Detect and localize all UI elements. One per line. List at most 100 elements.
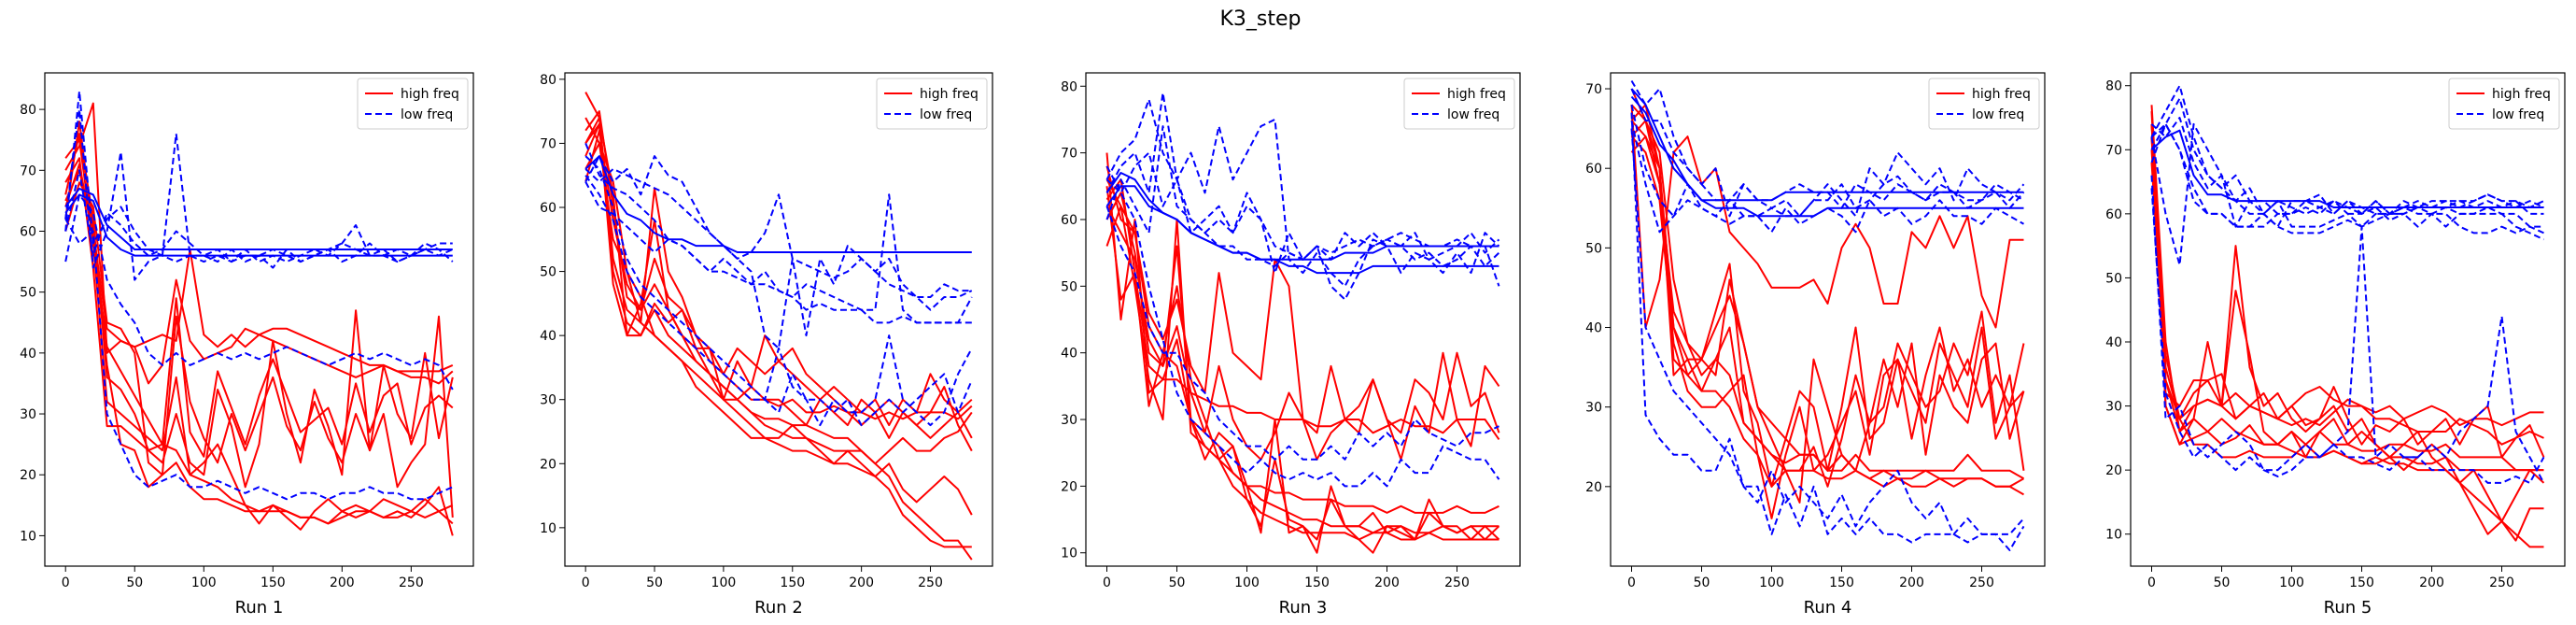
x-tick-label: 250 bbox=[1969, 575, 1994, 590]
subplot-1: 0 50 100 150 200 250 10 20 30 40 50 60 70 80 Run 1 high… bbox=[20, 72, 474, 618]
low-freq-series-line-12 bbox=[64, 108, 454, 281]
legend-label: high freq bbox=[920, 87, 978, 102]
x-tick-label: 0 bbox=[582, 575, 590, 590]
low-freq-series-line-14 bbox=[1105, 151, 1500, 287]
low-freq-series-line-12 bbox=[1630, 88, 2025, 218]
legend: high freq low freq bbox=[1403, 78, 1515, 130]
y-tick-label: 30 bbox=[1061, 413, 1077, 428]
legend-box bbox=[1928, 78, 2040, 130]
y-tick-label: 50 bbox=[1061, 279, 1077, 294]
low-freq-series-line-12 bbox=[1105, 92, 1500, 301]
x-tick-label: 250 bbox=[399, 575, 424, 590]
subplot-5: 0 50 100 150 200 250 10 20 30 40 50 60 70 80 Run 5 high… bbox=[2105, 72, 2566, 618]
series-group bbox=[1630, 79, 2025, 551]
high-freq-series-line-6 bbox=[2150, 162, 2544, 472]
x-tick-label: 50 bbox=[2214, 575, 2231, 590]
legend-label: low freq bbox=[920, 107, 972, 122]
x-axis-label: Run 1 bbox=[235, 598, 284, 618]
x-axis-label: Run 3 bbox=[1279, 598, 1328, 618]
low-freq-series-line-11 bbox=[64, 218, 454, 501]
y-tick-label: 70 bbox=[2105, 143, 2122, 158]
y-tick-label: 10 bbox=[20, 529, 36, 544]
low-freq-series-line-10 bbox=[1105, 185, 1499, 261]
y-tick-label: 40 bbox=[2105, 335, 2122, 350]
series-group bbox=[1105, 92, 1500, 554]
figure-title: K3_step bbox=[1219, 7, 1301, 31]
low-freq-series-line-10 bbox=[64, 193, 454, 391]
x-tick-label: 100 bbox=[711, 575, 737, 590]
y-tick-label: 60 bbox=[2105, 207, 2122, 222]
x-tick-label: 250 bbox=[918, 575, 943, 590]
x-tick-label: 200 bbox=[849, 575, 874, 590]
y-tick-label: 60 bbox=[540, 201, 556, 216]
y-tick-label: 60 bbox=[1061, 213, 1077, 228]
y-tick-label: 30 bbox=[20, 407, 36, 422]
legend-box bbox=[2448, 78, 2560, 130]
high-freq-series-line-8 bbox=[64, 163, 454, 458]
x-axis-label: Run 2 bbox=[754, 598, 803, 618]
high-freq-series-line-4 bbox=[64, 169, 454, 536]
low-freq-series-line-15 bbox=[2150, 122, 2544, 266]
y-tick-label: 40 bbox=[1061, 347, 1077, 362]
x-tick-label: 150 bbox=[780, 575, 805, 590]
low-freq-series-line-16 bbox=[2150, 175, 2545, 484]
subplot-3: 0 50 100 150 200 250 10 20 30 40 50 60 70 80 Run 3 high… bbox=[1061, 72, 1521, 618]
x-tick-label: 50 bbox=[126, 575, 143, 590]
x-tick-label: 50 bbox=[646, 575, 663, 590]
high-freq-series-line-6 bbox=[1630, 135, 2025, 519]
y-tick-label: 20 bbox=[1585, 480, 1602, 495]
high-freq-series-line-3 bbox=[1105, 192, 1499, 534]
y-tick-label: 20 bbox=[20, 468, 36, 483]
low-freq-series-line-9 bbox=[584, 155, 972, 253]
high-freq-series-line-1 bbox=[584, 92, 972, 548]
y-tick-label: 30 bbox=[2105, 400, 2122, 415]
y-tick-label: 20 bbox=[540, 457, 556, 472]
x-tick-label: 100 bbox=[1759, 575, 1784, 590]
subplot-2: 0 50 100 150 200 250 10 20 30 40 50 60 70 80 Run 2 high… bbox=[540, 72, 993, 618]
low-freq-series-line-13 bbox=[64, 187, 453, 250]
y-tick-label: 70 bbox=[1585, 82, 1602, 97]
x-tick-label: 150 bbox=[1304, 575, 1330, 590]
y-tick-label: 10 bbox=[1061, 547, 1077, 561]
high-freq-series-line-4 bbox=[584, 117, 973, 439]
legend-label: high freq bbox=[2492, 87, 2551, 102]
high-freq-series-line-6 bbox=[64, 133, 454, 518]
subplot-4: 0 50 100 150 200 250 20 30 40 50 60 70 Run 4 high fre… bbox=[1585, 72, 2046, 618]
x-tick-label: 0 bbox=[1103, 575, 1111, 590]
legend-label: low freq bbox=[1447, 107, 1499, 122]
low-freq-series-line-9 bbox=[64, 90, 453, 263]
high-freq-series-line-8 bbox=[584, 122, 973, 465]
low-freq-series-line-10 bbox=[584, 155, 972, 298]
x-axis-label: Run 4 bbox=[1804, 598, 1852, 618]
y-tick-label: 60 bbox=[20, 224, 36, 239]
x-tick-label: 50 bbox=[1169, 575, 1186, 590]
legend-box bbox=[876, 78, 988, 130]
axes-frame bbox=[2130, 72, 2566, 567]
x-tick-label: 150 bbox=[2349, 575, 2374, 590]
y-tick-label: 50 bbox=[540, 265, 556, 280]
y-tick-label: 80 bbox=[540, 73, 556, 88]
low-freq-series-line-14 bbox=[64, 193, 453, 257]
high-freq-series-line-3 bbox=[1630, 120, 2024, 496]
high-freq-series-line-5 bbox=[64, 138, 454, 531]
high-freq-series-line-4 bbox=[1105, 205, 1499, 541]
series-group bbox=[64, 90, 454, 536]
high-freq-series-line-2 bbox=[1630, 104, 2024, 488]
series-group bbox=[584, 92, 973, 561]
low-freq-series-line-12 bbox=[584, 181, 973, 324]
low-freq-series-line-13 bbox=[2150, 129, 2544, 208]
low-freq-series-line-13 bbox=[584, 167, 973, 349]
legend: high freq low freq bbox=[357, 78, 469, 130]
y-tick-label: 30 bbox=[540, 393, 556, 408]
legend: high freq low freq bbox=[1928, 78, 2040, 130]
low-freq-series-line-17 bbox=[2150, 188, 2545, 484]
high-freq-series-line-2 bbox=[1105, 178, 1499, 514]
low-freq-series-line-11 bbox=[1105, 98, 1500, 288]
y-tick-label: 80 bbox=[1061, 79, 1077, 94]
low-freq-series-line-15 bbox=[584, 175, 973, 427]
x-tick-label: 100 bbox=[2279, 575, 2304, 590]
x-axis-label: Run 5 bbox=[2324, 598, 2372, 618]
x-tick-label: 100 bbox=[191, 575, 217, 590]
